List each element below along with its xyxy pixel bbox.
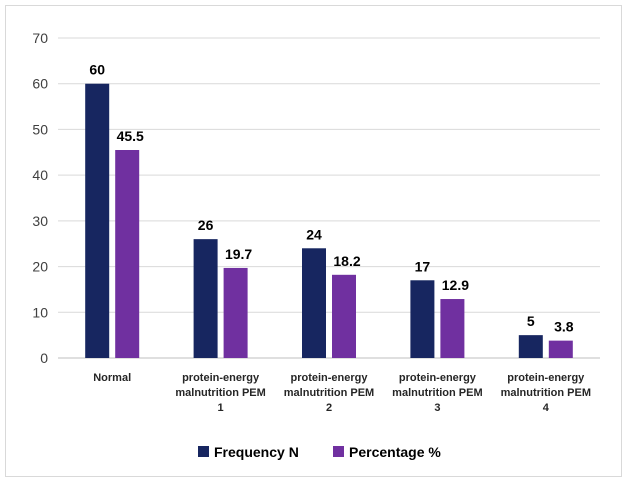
legend-swatch bbox=[333, 446, 344, 457]
y-tick-label: 40 bbox=[32, 167, 48, 183]
x-tick-label: protein-energy bbox=[290, 372, 368, 384]
x-tick-label: malnutrition PEM bbox=[284, 387, 374, 399]
data-label: 18.2 bbox=[333, 253, 360, 269]
bar-frequency bbox=[302, 248, 326, 358]
x-tick-label: malnutrition PEM bbox=[392, 387, 482, 399]
x-tick-label: protein-energy bbox=[507, 372, 585, 384]
bars bbox=[85, 83, 573, 358]
bar-frequency bbox=[193, 239, 218, 358]
gridlines bbox=[58, 37, 600, 359]
data-label: 45.5 bbox=[117, 128, 144, 144]
y-tick-label: 20 bbox=[32, 259, 48, 275]
bar-frequency bbox=[85, 83, 110, 358]
y-tick-label: 10 bbox=[32, 304, 48, 320]
data-label: 26 bbox=[198, 217, 214, 233]
data-label: 3.8 bbox=[554, 319, 574, 335]
x-tick-label: protein-energy bbox=[399, 372, 477, 384]
y-tick-label: 70 bbox=[32, 30, 48, 46]
y-tick-label: 0 bbox=[40, 350, 48, 366]
y-tick-label: 30 bbox=[32, 213, 48, 229]
data-label: 24 bbox=[306, 226, 322, 242]
bar-percentage bbox=[223, 267, 248, 358]
data-label: 5 bbox=[527, 313, 535, 329]
x-tick-label: 2 bbox=[326, 402, 332, 414]
data-label: 19.7 bbox=[225, 246, 252, 262]
x-tick-label: protein-energy bbox=[182, 372, 260, 384]
y-axis-tick-labels: 0 10 20 30 40 50 60 70 bbox=[32, 30, 48, 366]
data-labels: 60 45.5 26 19.7 24 18.2 17 12.9 5 3.8 bbox=[89, 62, 573, 335]
y-tick-label: 50 bbox=[32, 121, 48, 137]
data-label: 17 bbox=[415, 258, 431, 274]
x-tick-label: 3 bbox=[434, 402, 440, 414]
legend-label: Frequency N bbox=[214, 444, 299, 460]
data-label: 12.9 bbox=[442, 277, 469, 293]
legend-label: Percentage % bbox=[349, 444, 441, 460]
x-tick-label: Normal bbox=[93, 372, 131, 384]
x-tick-label: malnutrition PEM bbox=[175, 387, 265, 399]
bar-percentage bbox=[548, 340, 573, 358]
x-tick-label: 4 bbox=[543, 402, 550, 414]
x-tick-label: 1 bbox=[218, 402, 224, 414]
bar-percentage bbox=[440, 299, 465, 358]
legend-swatch bbox=[198, 446, 209, 457]
x-axis-tick-labels: Normal protein-energy malnutrition PEM 1 pro… bbox=[93, 372, 591, 414]
legend: Frequency N Percentage % bbox=[198, 444, 441, 460]
bar-frequency bbox=[518, 335, 543, 358]
bar-percentage bbox=[115, 150, 140, 358]
bar-frequency bbox=[410, 280, 435, 358]
data-label: 60 bbox=[89, 62, 105, 78]
x-tick-label: malnutrition PEM bbox=[501, 387, 591, 399]
bar-percentage bbox=[332, 274, 356, 358]
y-tick-label: 60 bbox=[32, 76, 48, 92]
